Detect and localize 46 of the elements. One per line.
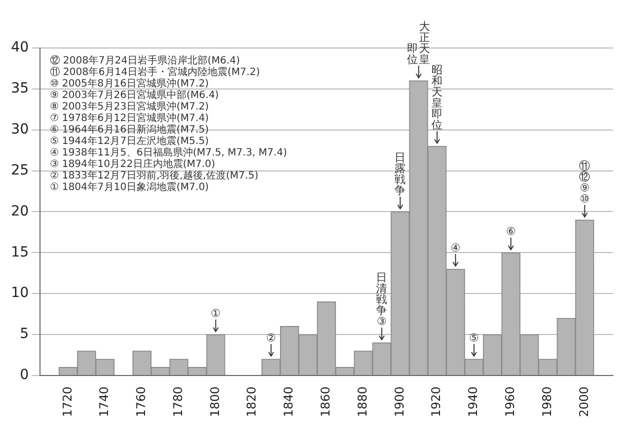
annotation: ⑤ 1944年12月7日左沢地震(M5.5): [50, 135, 209, 148]
annotation: ⑤: [469, 331, 480, 344]
x-tick-label: 1920: [429, 386, 444, 418]
x-tick-label: 1720: [60, 386, 74, 418]
annotation: ⑪ 2008年6月14日岩手・宮城内陸地震(M7.2): [50, 66, 260, 78]
y-tick-label: 10: [10, 285, 29, 302]
annotation: ⑦ 1978年6月12日宮城県沖(M7.4): [50, 112, 209, 124]
x-tick-label: 1740: [97, 386, 112, 418]
x-tick-label: 1860: [318, 386, 333, 418]
y-tick-label: 5: [20, 326, 29, 342]
x-tick-label: 1940: [466, 386, 480, 418]
annotation: 日清戦争③: [376, 271, 388, 328]
annotation: ④ 1938年11月5、6日福島県沖(M7.5, M7.3, M7.4): [50, 146, 288, 159]
annotation: ⑥: [506, 225, 516, 238]
annotation: ②: [266, 331, 276, 344]
x-tick-label: 1980: [540, 386, 554, 418]
y-tick-label: 40: [10, 40, 29, 56]
x-tick-label: 1800: [208, 386, 222, 418]
annotation: 昭和天皇即位: [432, 64, 443, 132]
x-tick-label: 1760: [134, 386, 148, 418]
y-tick-label: 0: [20, 367, 29, 384]
y-tick-label: 25: [10, 162, 29, 178]
x-tick-label: 1900: [392, 386, 406, 418]
x-tick-label: 1780: [170, 386, 185, 418]
x-tick-label: 2000: [576, 386, 591, 418]
x-tick-label: 1880: [355, 386, 370, 418]
x-tick-label: 1960: [503, 386, 518, 418]
annotation: 大正天皇即位: [407, 20, 430, 66]
x-tick-label: 1820: [244, 386, 259, 418]
annotation: ① 1804年7月10日象潟地震(M7.0): [50, 181, 209, 194]
x-tick-label: 1840: [282, 386, 296, 418]
annotation: ⑨ 2003年7月26日宮城県中部(M6.4): [50, 89, 219, 102]
annotation: ①: [210, 306, 221, 320]
annotation: ⑥ 1964年6月16日新潟地震(M7.5): [50, 124, 209, 136]
annotation: ④: [450, 241, 461, 254]
annotation: ⑫ 2008年7月24日岩手県沿岸北部(M6.4): [50, 54, 240, 67]
y-tick-label: 30: [10, 122, 29, 138]
y-tick-label: 20: [10, 203, 29, 220]
y-tick-label: 35: [10, 80, 29, 97]
annotation: 日露戦争: [394, 151, 406, 198]
annotation: ⑪⑫⑨⑩: [579, 159, 590, 206]
annotation: ⑩ 2005年8月16日宮城県沖(M7.2): [50, 78, 209, 90]
annotation: ③ 1894年10月22日庄内地震(M7.0): [50, 158, 216, 170]
annotation: ② 1833年12月7日羽前,羽後,越後,佐渡(M7.5): [50, 170, 258, 182]
y-tick-label: 15: [10, 244, 29, 260]
annotation: ⑧ 2003年5月23日宮城県沖(M7.2): [50, 100, 209, 113]
